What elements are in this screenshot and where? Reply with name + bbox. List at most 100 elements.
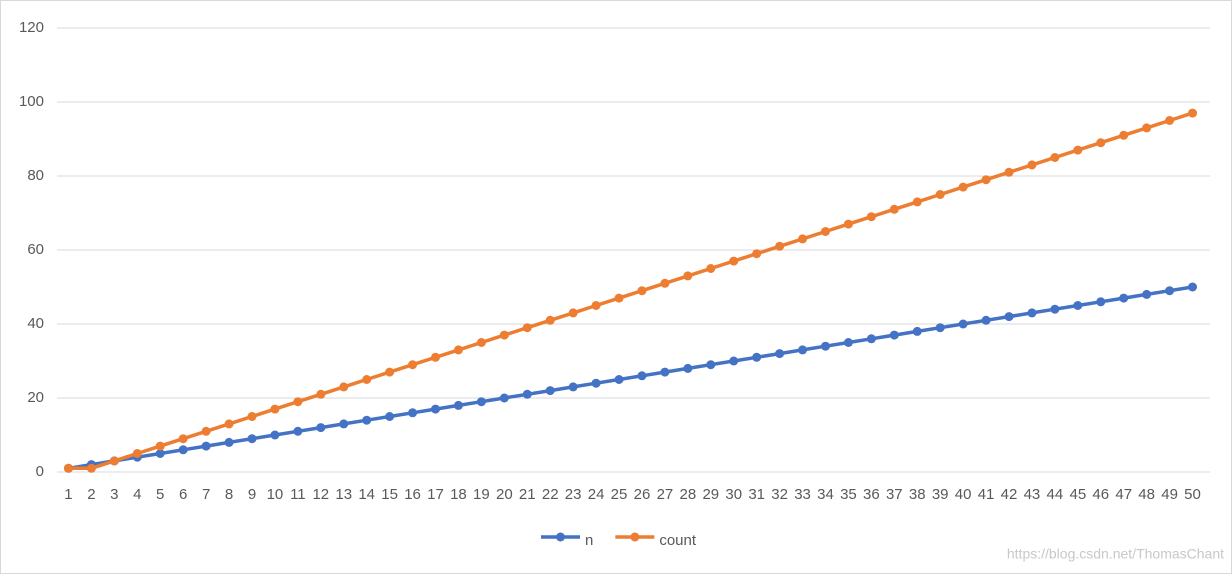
data-point (224, 437, 234, 447)
x-tick-label: 16 (404, 486, 421, 503)
data-point (178, 445, 188, 455)
x-tick-label: 2 (87, 486, 95, 503)
data-point (339, 382, 349, 392)
data-point (385, 412, 395, 421)
data-point (522, 389, 532, 399)
x-tick-label: 26 (634, 486, 651, 503)
data-point (109, 456, 119, 466)
x-tick-label: 45 (1069, 486, 1086, 503)
data-point (637, 371, 647, 381)
data-point (729, 256, 739, 266)
data-point (1027, 160, 1037, 170)
data-point (958, 319, 968, 329)
x-tick-label: 18 (450, 486, 467, 503)
data-point (270, 404, 280, 414)
data-point (408, 360, 418, 370)
data-point (889, 204, 899, 214)
watermark: https://blog.csdn.net/ThomasChant (1007, 546, 1224, 562)
data-point (568, 382, 578, 392)
data-point (660, 278, 670, 288)
x-tick-label: 4 (133, 486, 141, 503)
legend-marker (556, 532, 565, 542)
data-point (155, 449, 165, 458)
data-point (866, 212, 876, 222)
data-point (545, 315, 555, 325)
data-point (1096, 297, 1106, 307)
data-point (1050, 304, 1060, 314)
x-tick-label: 15 (381, 486, 398, 503)
x-tick-label: 14 (358, 486, 375, 503)
x-tick-label: 36 (863, 486, 880, 503)
data-point (843, 219, 853, 229)
data-point (431, 352, 441, 362)
data-point (568, 308, 578, 318)
data-point (614, 375, 624, 384)
y-tick-label: 120 (19, 19, 44, 36)
data-point (522, 323, 532, 333)
data-point (660, 367, 670, 377)
x-tick-label: 39 (932, 486, 949, 503)
x-tick-label: 42 (1001, 486, 1018, 503)
x-tick-label: 30 (725, 486, 742, 503)
data-point (912, 197, 922, 207)
legend-marker (630, 532, 640, 542)
data-point (431, 404, 441, 414)
data-point (820, 227, 830, 236)
x-tick-label: 23 (565, 486, 582, 503)
data-point (362, 375, 372, 384)
x-tick-label: 50 (1184, 486, 1201, 503)
data-point (706, 360, 716, 370)
x-tick-label: 1 (64, 486, 72, 503)
data-point (545, 386, 555, 396)
x-tick-label: 41 (978, 486, 995, 503)
x-tick-label: 12 (312, 486, 329, 503)
data-point (820, 341, 830, 351)
data-point (981, 175, 991, 185)
x-tick-label: 46 (1092, 486, 1109, 503)
data-point (1119, 130, 1129, 140)
data-point (798, 345, 808, 355)
x-tick-label: 35 (840, 486, 857, 503)
data-point (1165, 286, 1175, 296)
data-point (476, 397, 486, 407)
data-point (453, 400, 463, 410)
x-tick-label: 9 (248, 486, 256, 503)
x-tick-label: 3 (110, 486, 118, 503)
data-point (706, 264, 716, 273)
x-tick-label: 33 (794, 486, 811, 503)
data-point (591, 378, 601, 388)
data-point (775, 241, 785, 251)
data-point (1096, 138, 1106, 148)
data-point (499, 330, 509, 340)
data-point (683, 271, 693, 281)
y-tick-label: 80 (27, 167, 44, 184)
x-tick-label: 22 (542, 486, 559, 503)
data-point (591, 301, 601, 310)
x-tick-label: 43 (1024, 486, 1041, 503)
data-point (866, 334, 876, 344)
x-tick-label: 44 (1047, 486, 1064, 503)
x-tick-label: 21 (519, 486, 536, 503)
x-tick-label: 38 (909, 486, 926, 503)
data-point (339, 419, 349, 429)
data-point (958, 182, 968, 192)
data-point (912, 326, 922, 336)
data-point (1188, 282, 1198, 292)
data-point (752, 249, 762, 259)
x-tick-label: 31 (748, 486, 765, 503)
x-tick-label: 25 (611, 486, 628, 503)
data-point (224, 419, 234, 429)
data-point (201, 426, 211, 436)
data-point (408, 408, 418, 418)
x-tick-label: 40 (955, 486, 972, 503)
data-point (1004, 312, 1014, 322)
x-tick-label: 19 (473, 486, 490, 503)
x-tick-label: 37 (886, 486, 903, 503)
data-point (729, 356, 739, 366)
x-tick-label: 5 (156, 486, 164, 503)
x-tick-label: 6 (179, 486, 187, 503)
data-point (362, 415, 372, 425)
